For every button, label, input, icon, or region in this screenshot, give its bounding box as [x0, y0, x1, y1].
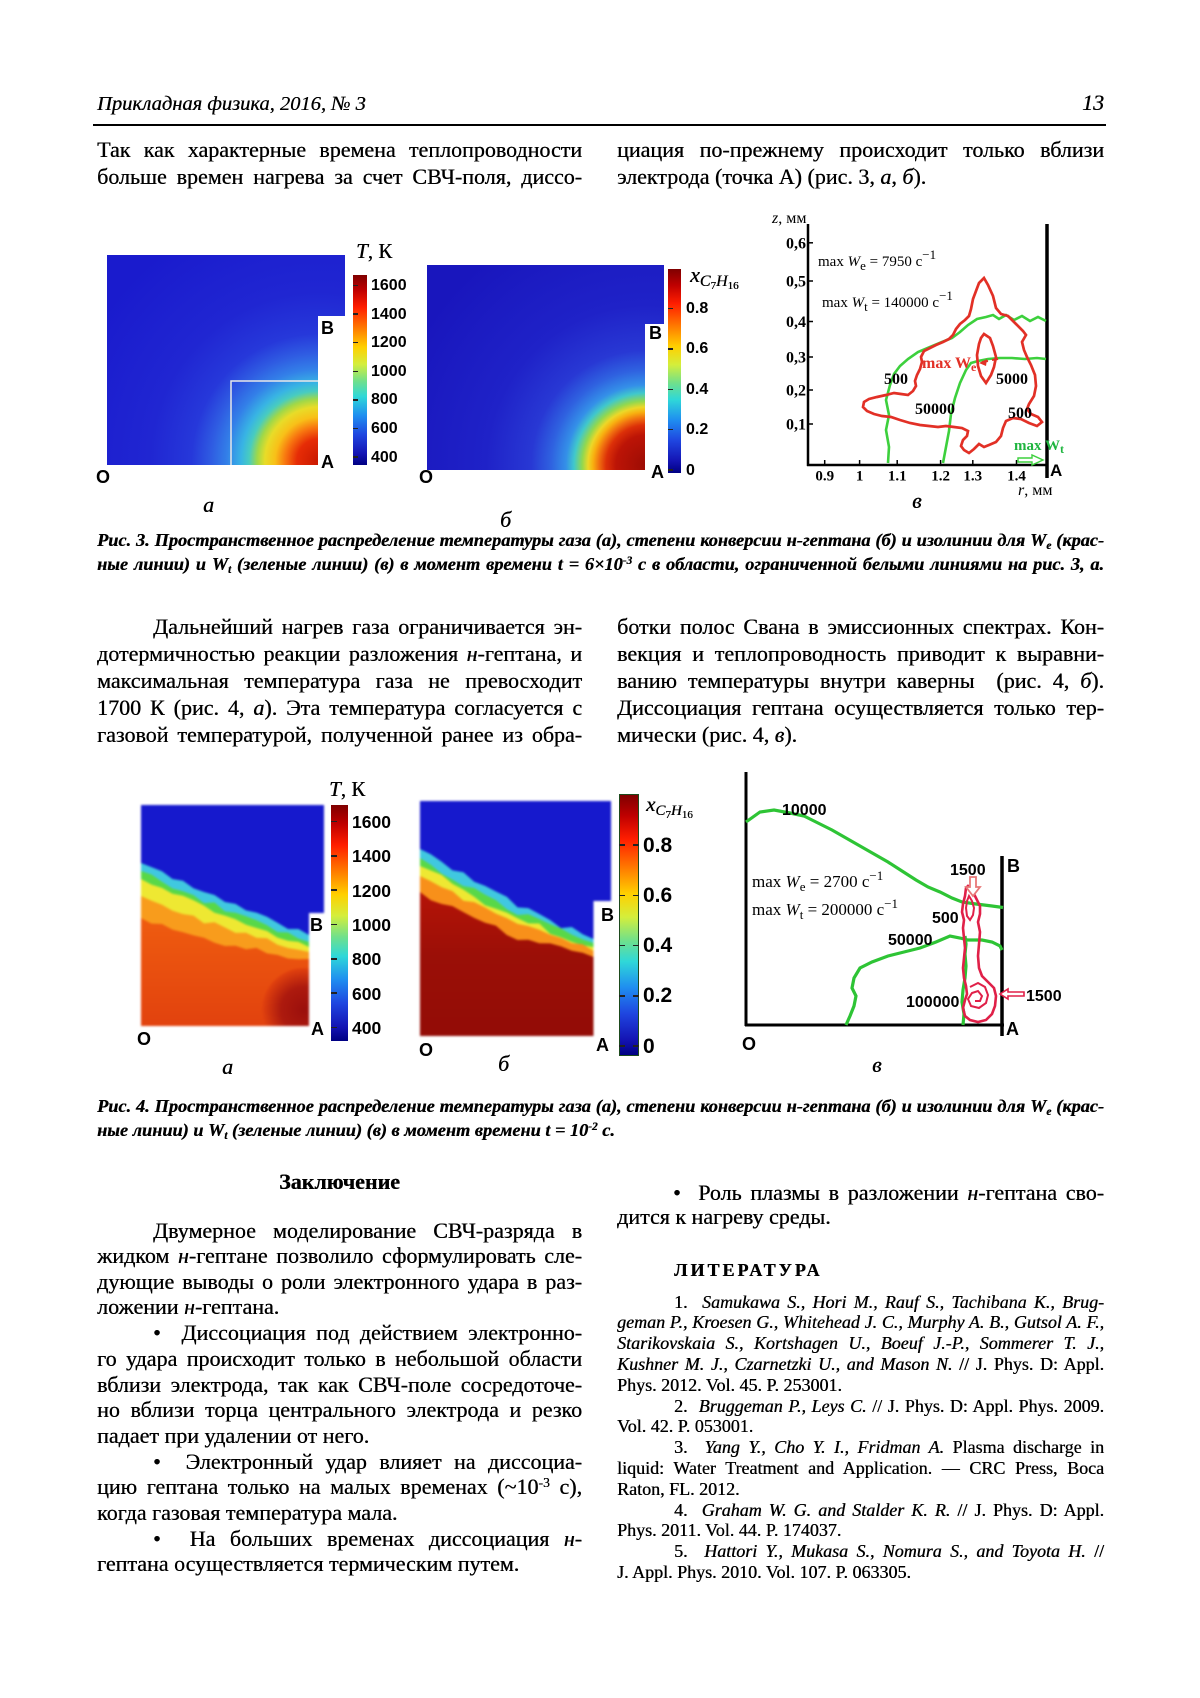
svg-text:500: 500: [884, 371, 908, 388]
svg-text:0,2: 0,2: [786, 383, 806, 400]
svg-text:0,4: 0,4: [786, 314, 806, 331]
svg-text:max Wt = 200000 c−1: max Wt = 200000 c−1: [752, 896, 898, 922]
svg-text:0.9: 0.9: [815, 469, 834, 485]
svg-text:1500: 1500: [950, 862, 986, 879]
svg-text:50000: 50000: [888, 932, 933, 949]
svg-text:5000: 5000: [996, 371, 1028, 388]
svg-text:max We: max We: [922, 355, 977, 374]
svg-text:100000: 100000: [906, 994, 959, 1011]
svg-text:0,1: 0,1: [786, 417, 806, 434]
svg-text:10000: 10000: [782, 802, 827, 819]
svg-text:max We = 2700 c−1: max We = 2700 c−1: [752, 868, 883, 894]
svg-text:50000: 50000: [915, 401, 955, 418]
svg-text:A: A: [1050, 461, 1062, 480]
svg-text:1.3: 1.3: [963, 469, 982, 485]
svg-text:1.4: 1.4: [1007, 469, 1026, 485]
svg-text:0,6: 0,6: [786, 235, 806, 252]
svg-text:z, мм: z, мм: [771, 210, 806, 227]
svg-text:1500: 1500: [1026, 988, 1062, 1005]
svg-text:500: 500: [932, 910, 959, 927]
svg-text:max Wt = 140000 c−1: max Wt = 140000 c−1: [822, 288, 953, 314]
svg-text:1.2: 1.2: [931, 469, 950, 485]
svg-text:0,3: 0,3: [786, 350, 806, 367]
svg-text:max Wt: max Wt: [1014, 438, 1064, 456]
svg-text:r, мм: r, мм: [1018, 482, 1052, 499]
svg-text:0,5: 0,5: [786, 274, 806, 291]
svg-text:max We = 7950 c−1: max We = 7950 c−1: [818, 247, 936, 273]
svg-text:500: 500: [1008, 405, 1032, 422]
svg-text:1.1: 1.1: [888, 469, 907, 485]
svg-text:1: 1: [856, 469, 864, 485]
